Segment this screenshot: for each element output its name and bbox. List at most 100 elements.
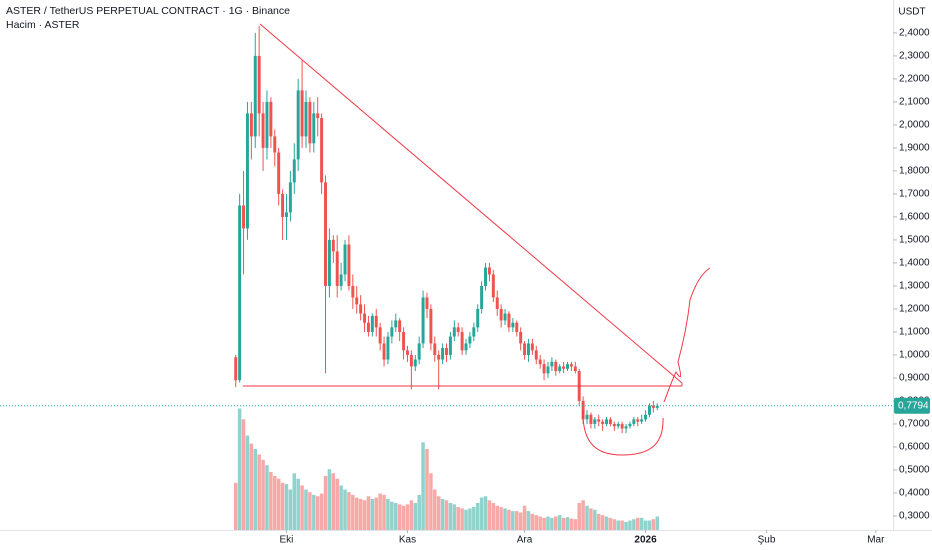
volume-bar (237, 408, 242, 530)
volume-bar (405, 504, 410, 530)
y-tick-label: 0,9000 (899, 373, 930, 384)
candle-body (370, 315, 374, 332)
volume-bar (265, 465, 269, 530)
candle-body (374, 315, 378, 328)
candle-body (339, 274, 343, 286)
x-tick-label: Ara (517, 535, 533, 546)
volume-bar (374, 497, 379, 530)
x-tick-label: Eki (280, 535, 294, 546)
volume-bar (596, 513, 601, 530)
volume-bar (561, 517, 566, 530)
candle-body (269, 101, 273, 137)
candle-body (476, 308, 480, 328)
candle-body (300, 90, 304, 137)
volume-bar (370, 498, 375, 530)
volume-bar (491, 503, 496, 530)
trend-line (259, 23, 683, 384)
candle-body (612, 423, 616, 427)
volume-bar (487, 500, 492, 530)
candle-body (601, 421, 605, 424)
candle-body (573, 366, 577, 372)
candle-body (312, 113, 316, 144)
volume-bar (585, 505, 589, 530)
volume-bar (448, 503, 453, 530)
volume-bar (241, 419, 246, 530)
candle-body (273, 136, 277, 153)
y-tick-label: 1,0000 (899, 350, 930, 361)
volume-bar (284, 484, 289, 530)
candle-body (569, 364, 573, 367)
candle-body (546, 366, 550, 374)
candle-body (452, 327, 456, 337)
y-tick-label: 1,7000 (899, 189, 930, 200)
candle-body (624, 426, 628, 429)
candle-body (265, 101, 269, 148)
chart-title: ASTER / TetherUS PERPETUAL CONTRACT · 1G… (6, 5, 290, 17)
candle-body (363, 313, 367, 323)
candle-body (390, 327, 394, 337)
volume-bar (546, 516, 550, 530)
volume-bar (249, 443, 254, 530)
candle-body (526, 343, 530, 355)
volume-label: Hacim · ASTER (6, 19, 80, 31)
candle-body (405, 350, 409, 355)
volume-bar (315, 496, 320, 530)
volume-bar (397, 504, 402, 530)
volume-bar (308, 492, 312, 530)
candle-body (507, 313, 511, 328)
candle-body (495, 297, 499, 309)
candle-body (335, 251, 339, 286)
candle-body (464, 343, 468, 351)
candle-body (503, 313, 507, 321)
volume-bar (608, 517, 613, 530)
currency-label: USDT (898, 7, 925, 18)
candle-body (324, 182, 327, 286)
candle-body (382, 343, 386, 360)
volume-bar (511, 511, 515, 530)
volume-bar (577, 503, 581, 530)
volume-bar (358, 498, 363, 530)
projection-curve (663, 267, 711, 403)
candle-body (234, 357, 238, 381)
candle-body (499, 308, 503, 321)
volume-bar (612, 519, 617, 530)
volume-bar (464, 509, 468, 530)
candle-body (538, 359, 542, 365)
candle-body (620, 423, 624, 429)
candle-body (562, 366, 566, 369)
candle-body (316, 113, 320, 119)
candle-body (413, 359, 417, 367)
candle-body (284, 212, 288, 217)
candle-body (484, 267, 488, 286)
volume-bar (413, 503, 418, 530)
candle-body (605, 419, 609, 424)
volume-bar (269, 471, 273, 530)
candle-body (277, 152, 281, 194)
volume-bar (362, 500, 367, 530)
candle-body (460, 331, 464, 351)
volume-bar (292, 473, 297, 530)
volume-bar (495, 505, 499, 530)
candle-body (308, 101, 312, 144)
y-tick-label: 0,7000 (899, 419, 930, 430)
candle-body (437, 354, 441, 360)
candle-body (456, 327, 460, 332)
y-tick-label: 1,9000 (899, 143, 930, 154)
candle-body (597, 419, 601, 422)
volume-bar (593, 509, 597, 530)
volume-bar (655, 516, 660, 530)
volume-bar (526, 511, 531, 530)
volume-bar (569, 518, 574, 530)
volume-bar (312, 494, 316, 530)
candle-body (472, 327, 476, 337)
volume-bar (378, 493, 382, 530)
volume-bar (518, 512, 523, 530)
volume-bar (632, 519, 636, 530)
last-price-label: 0,7794 (898, 400, 929, 411)
y-tick-label: 1,4000 (899, 258, 930, 269)
drawings (243, 23, 711, 456)
x-tick-label: Mar (867, 535, 885, 546)
x-tick-label: Kas (399, 535, 416, 546)
candle-body (589, 414, 593, 424)
